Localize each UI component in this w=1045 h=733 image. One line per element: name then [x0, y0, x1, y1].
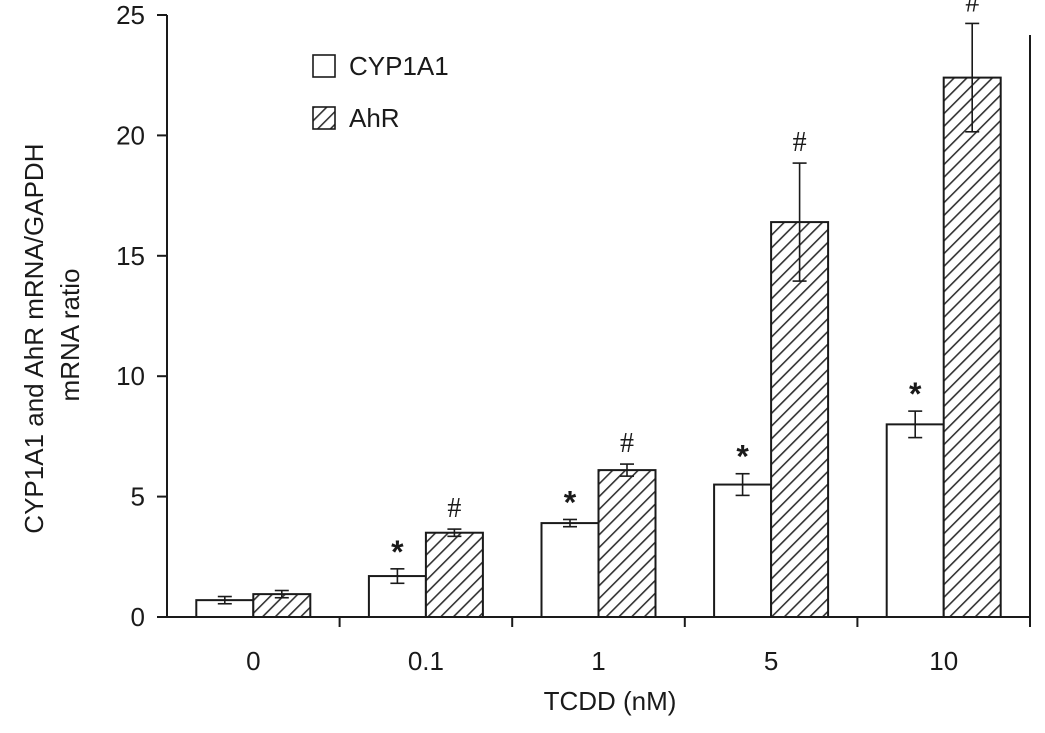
y-axis-label: CYP1A1 and AhR mRNA/GAPDH mRNA ratio — [19, 136, 85, 533]
bar-cyp1a1-4 — [885, 423, 945, 618]
bar-ahr-4 — [942, 76, 1002, 619]
significance-asterisk: * — [909, 376, 922, 412]
y-tick-label: 15 — [116, 241, 145, 271]
y-tick-label: 0 — [131, 602, 145, 632]
x-tick-label: 5 — [764, 646, 778, 676]
x-tick-label: 1 — [591, 646, 605, 676]
legend-label-ahr: AhR — [349, 103, 400, 133]
y-axis-label-line-2: mRNA ratio — [55, 269, 85, 402]
legend-label-cyp1a1: CYP1A1 — [349, 51, 449, 81]
significance-hash: # — [793, 127, 807, 158]
significance-hash: # — [620, 428, 634, 459]
y-tick-label: 25 — [116, 0, 145, 30]
significance-asterisk: * — [564, 484, 577, 520]
significance-hash: # — [965, 0, 979, 18]
significance-asterisk: * — [391, 534, 404, 570]
legend-swatch-ahr — [312, 106, 336, 130]
x-tick-label: 0 — [246, 646, 260, 676]
x-tick-label: 10 — [929, 646, 958, 676]
y-axis-label-line-1: CYP1A1 and AhR mRNA/GAPDH — [19, 144, 49, 534]
significance-asterisk: * — [736, 439, 749, 475]
bar-ahr-2 — [597, 469, 657, 618]
bar-ahr-1 — [424, 531, 484, 618]
bar-cyp1a1-3 — [713, 483, 773, 618]
significance-hash: # — [447, 493, 461, 524]
legend-swatch-cyp1a1 — [312, 54, 336, 78]
x-tick-label: 0.1 — [408, 646, 444, 676]
y-tick-label: 20 — [116, 120, 145, 150]
y-tick-label: 5 — [131, 482, 145, 512]
bar-cyp1a1-2 — [540, 522, 600, 619]
x-axis-label: TCDD (nM) — [544, 686, 677, 716]
y-tick-label: 10 — [116, 361, 145, 391]
